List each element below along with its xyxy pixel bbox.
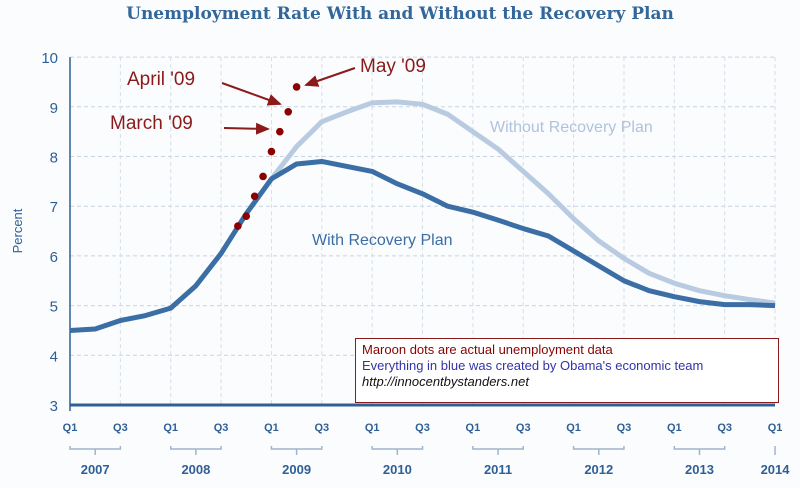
legend-line-url: http://innocentbystanders.net xyxy=(362,374,529,389)
y-tick-label: 7 xyxy=(50,199,58,216)
y-tick-label: 4 xyxy=(50,348,58,365)
x-year-label: 2012 xyxy=(584,462,613,477)
actual-data-dot xyxy=(259,172,267,181)
x-year-label: 2007 xyxy=(81,462,110,477)
x-year-label: 2008 xyxy=(181,462,210,477)
actual-data-dot xyxy=(242,212,251,220)
actual-data-dot xyxy=(284,107,293,116)
y-tick-label: 6 xyxy=(50,249,58,266)
x-tick-label: Q1 xyxy=(264,422,279,434)
x-tick-label: Q1 xyxy=(667,422,682,434)
year-bracket xyxy=(169,446,222,455)
x-tick-label: Q1 xyxy=(365,422,380,434)
annotation-march-09: March '09 xyxy=(110,113,193,134)
x-year-label: 2014 xyxy=(761,462,791,477)
chart-title: Unemployment Rate With and Without the R… xyxy=(126,4,674,24)
actual-data-dot xyxy=(267,147,276,156)
y-axis-label: Percent xyxy=(10,208,25,253)
arrow xyxy=(221,82,282,106)
year-bracket xyxy=(673,446,726,455)
x-tick-label: Q1 xyxy=(63,422,78,434)
series-label-without: Without Recovery Plan xyxy=(490,119,653,136)
y-tick-label: 5 xyxy=(50,299,58,316)
y-tick-label: 3 xyxy=(50,398,58,415)
actual-data-dot xyxy=(292,83,301,91)
actual-data-dot xyxy=(276,127,284,136)
x-tick-label: Q3 xyxy=(717,422,732,434)
year-bracket xyxy=(69,446,122,455)
x-tick-label: Q3 xyxy=(214,422,229,434)
y-tick-label: 10 xyxy=(41,50,58,67)
y-tick-label: 8 xyxy=(50,150,58,167)
x-tick-label: Q1 xyxy=(163,422,178,434)
x-tick-label: Q1 xyxy=(566,422,581,434)
arrow xyxy=(304,67,356,87)
x-tick-label: Q3 xyxy=(415,422,430,434)
x-tick-label: Q1 xyxy=(466,422,481,434)
series-line-without-recovery-plan xyxy=(269,99,776,306)
arrow xyxy=(223,122,270,135)
x-year-label: 2013 xyxy=(685,462,714,477)
annotation-april-09: April '09 xyxy=(127,69,195,90)
x-tick-label: Q3 xyxy=(516,422,531,434)
y-tick-label: 9 xyxy=(50,100,58,117)
x-tick-label: Q3 xyxy=(113,422,128,434)
actual-data-dot xyxy=(234,222,242,230)
year-bracket xyxy=(371,446,424,455)
x-tick-label: Q3 xyxy=(617,422,632,434)
x-year-label: 2010 xyxy=(383,462,412,477)
x-year-label: 2011 xyxy=(484,462,512,477)
series-label-with: With Recovery Plan xyxy=(312,232,453,249)
legend-box: Maroon dots are actual unemployment data… xyxy=(355,338,779,403)
year-bracket xyxy=(270,446,323,455)
x-tick-label: Q3 xyxy=(314,422,329,434)
year-bracket xyxy=(472,446,524,455)
actual-data-dot xyxy=(250,192,259,201)
x-tick-label: Q1 xyxy=(768,422,783,434)
legend-line-actual: Maroon dots are actual unemployment data xyxy=(362,342,613,357)
legend-line-blue: Everything in blue was created by Obama'… xyxy=(362,358,704,373)
series-line-with-recovery-plan xyxy=(69,158,776,333)
annotation-may-09: May '09 xyxy=(360,56,426,77)
x-year-label: 2009 xyxy=(282,462,311,477)
year-bracket xyxy=(572,446,625,455)
